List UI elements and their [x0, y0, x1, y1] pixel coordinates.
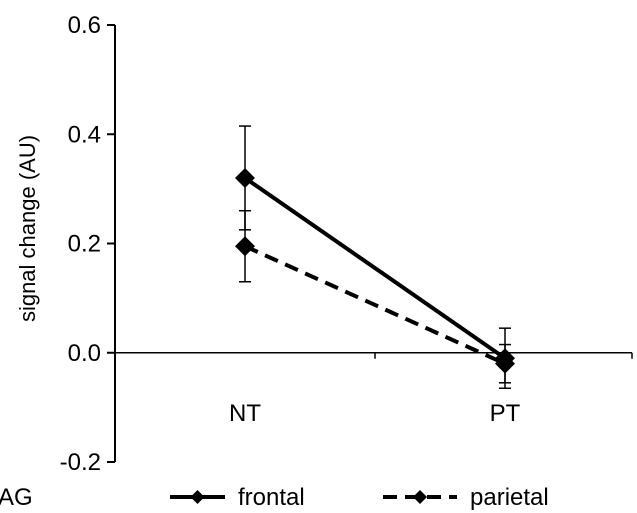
legend-item-parietal: parietal	[383, 484, 549, 511]
x-tick-labels: NT PT	[229, 400, 521, 427]
y-tick-label-3: 0.4	[68, 121, 101, 148]
legend-fragment: AG	[0, 484, 33, 511]
y-tick-label-1: 0.0	[68, 340, 101, 367]
y-tick-label-2: 0.2	[68, 231, 101, 258]
series-parietal	[235, 209, 515, 384]
series-layer	[235, 125, 515, 390]
legend-label-parietal: parietal	[470, 484, 549, 511]
legend-label-frontal: frontal	[238, 484, 305, 511]
y-tick-label-4: 0.6	[68, 12, 101, 39]
x-tick-label-pt: PT	[490, 400, 521, 427]
frontal-line	[243, 176, 507, 360]
x-axis	[115, 352, 633, 359]
legend-item-frontal: frontal	[170, 484, 305, 511]
legend-marker-frontal	[190, 490, 205, 504]
y-ticks: -0.2 0.0 0.2 0.4 0.6	[60, 12, 115, 476]
parietal-point-0	[235, 236, 255, 257]
y-axis-label: signal change (AU)	[15, 135, 40, 322]
parietal-line	[244, 244, 506, 366]
x-tick-label-nt: NT	[229, 400, 261, 427]
legend-marker-parietal	[413, 490, 427, 504]
y-tick-label-0: -0.2	[60, 449, 101, 476]
parietal-point-1	[495, 353, 515, 374]
legend: AG frontal parietal	[0, 484, 549, 511]
frontal-point-0	[235, 167, 255, 188]
